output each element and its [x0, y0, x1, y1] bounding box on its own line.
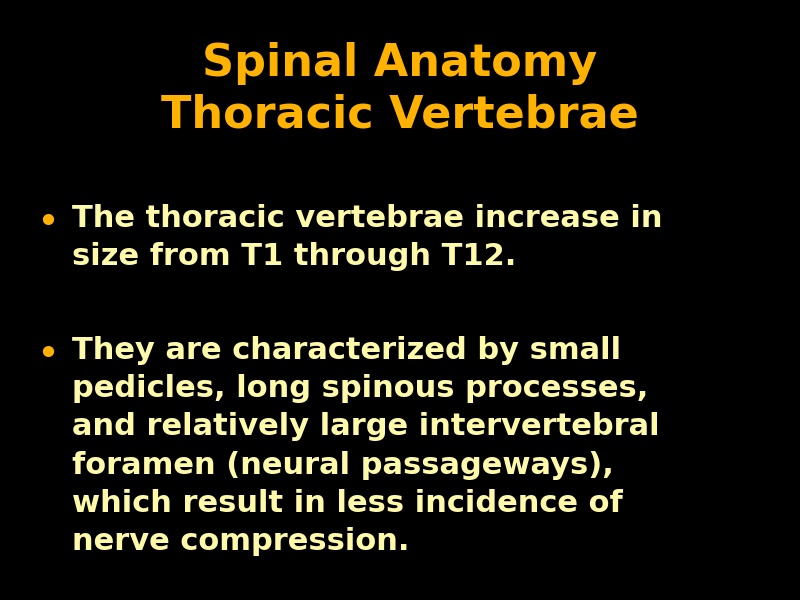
Text: •: •: [37, 336, 59, 374]
Text: •: •: [37, 204, 59, 242]
Text: Spinal Anatomy
Thoracic Vertebrae: Spinal Anatomy Thoracic Vertebrae: [161, 42, 639, 136]
Text: The thoracic vertebrae increase in
size from T1 through T12.: The thoracic vertebrae increase in size …: [72, 204, 662, 271]
Text: They are characterized by small
pedicles, long spinous processes,
and relatively: They are characterized by small pedicles…: [72, 336, 660, 556]
